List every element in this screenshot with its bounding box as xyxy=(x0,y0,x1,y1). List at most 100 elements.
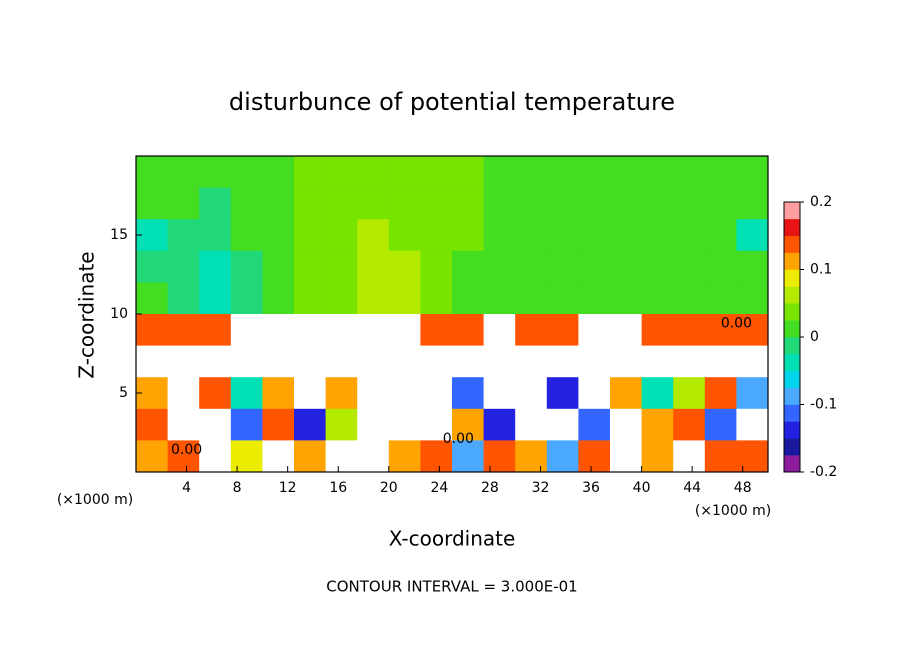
field-cell xyxy=(452,156,485,189)
field-cell xyxy=(262,250,295,283)
field-cell xyxy=(230,282,263,315)
field-cell xyxy=(420,408,453,441)
field-cell xyxy=(388,314,421,347)
field-cell xyxy=(610,250,643,283)
field-cell xyxy=(515,345,548,378)
field-cell xyxy=(420,440,453,473)
field-cell xyxy=(578,187,611,220)
field-cell xyxy=(357,440,390,473)
field-cell xyxy=(357,377,390,410)
field-cell xyxy=(736,345,769,378)
field-cell xyxy=(262,314,295,347)
footer-note: CONTOUR INTERVAL = 3.000E-01 xyxy=(326,578,577,596)
x-tick-label: 44 xyxy=(683,480,701,496)
colorbar-tick-label: 0.1 xyxy=(810,262,832,278)
field-cell xyxy=(262,219,295,252)
field-cell xyxy=(515,314,548,347)
field-cell xyxy=(610,408,643,441)
field-cell xyxy=(452,377,485,410)
field-cell xyxy=(641,345,674,378)
field-cell xyxy=(136,440,169,473)
field-cell xyxy=(167,314,200,347)
field-cell xyxy=(262,377,295,410)
field-cell xyxy=(578,345,611,378)
field-cell xyxy=(294,219,327,252)
field-cell xyxy=(388,440,421,473)
field-cell xyxy=(388,345,421,378)
field-cell xyxy=(325,156,358,189)
field-cell xyxy=(325,314,358,347)
field-cell xyxy=(704,408,737,441)
field-cell xyxy=(136,250,169,283)
x-tick-label: 20 xyxy=(380,480,398,496)
field-cell xyxy=(167,377,200,410)
field-cell xyxy=(452,345,485,378)
colorbar-segment xyxy=(784,218,800,237)
field-cell xyxy=(641,156,674,189)
field-cell xyxy=(452,440,485,473)
field-cell xyxy=(610,187,643,220)
field-cell xyxy=(641,408,674,441)
field-cell xyxy=(452,314,485,347)
field-cell xyxy=(641,314,674,347)
field-cell xyxy=(199,219,232,252)
field-cell xyxy=(136,345,169,378)
field-cell xyxy=(325,282,358,315)
field-cell xyxy=(641,377,674,410)
x-unit-label: (×1000 m) xyxy=(57,492,133,508)
field-cell xyxy=(546,282,579,315)
field-cell xyxy=(357,282,390,315)
field-cell xyxy=(136,314,169,347)
field-cell xyxy=(578,282,611,315)
field-cell xyxy=(673,282,706,315)
field-cell xyxy=(452,219,485,252)
field-cell xyxy=(325,250,358,283)
field-cell xyxy=(610,282,643,315)
field-cell xyxy=(388,187,421,220)
field-cell xyxy=(230,250,263,283)
field-cell xyxy=(357,156,390,189)
x-tick-label: 4 xyxy=(182,480,191,496)
field-cell xyxy=(388,219,421,252)
field-cell xyxy=(673,440,706,473)
colorbar-segment xyxy=(784,202,800,220)
field-cell xyxy=(452,187,485,220)
field-cell xyxy=(578,314,611,347)
field-cell xyxy=(483,219,516,252)
colorbar-segment xyxy=(784,421,800,439)
field-cell xyxy=(388,282,421,315)
field-cell xyxy=(578,250,611,283)
field-cell xyxy=(673,187,706,220)
field-cell xyxy=(546,250,579,283)
field-cell xyxy=(357,314,390,347)
field-cell xyxy=(199,377,232,410)
field-cell xyxy=(167,219,200,252)
field-cell xyxy=(136,156,169,189)
field-cell xyxy=(610,219,643,252)
field-cell xyxy=(357,250,390,283)
colorbar-segment xyxy=(784,235,800,253)
y-tick-label: 15 xyxy=(110,227,128,243)
field-cell xyxy=(294,282,327,315)
x-tick-label: 12 xyxy=(279,480,297,496)
y-tick-label: 10 xyxy=(110,306,128,322)
field-cell xyxy=(357,219,390,252)
colorbar-segment xyxy=(784,320,800,338)
field-cell xyxy=(167,250,200,283)
field-cell xyxy=(483,377,516,410)
field-cell xyxy=(736,282,769,315)
field-cell xyxy=(167,156,200,189)
x-tick-label: 16 xyxy=(329,480,347,496)
field-cell xyxy=(704,250,737,283)
field-cell xyxy=(610,156,643,189)
field-cell xyxy=(736,156,769,189)
field-cell xyxy=(704,440,737,473)
field-cell xyxy=(483,187,516,220)
field-cell xyxy=(388,408,421,441)
field-cell xyxy=(641,440,674,473)
field-cell xyxy=(736,408,769,441)
field-cell xyxy=(736,219,769,252)
field-cell xyxy=(736,250,769,283)
x-tick-label: 24 xyxy=(430,480,448,496)
field-cell xyxy=(704,156,737,189)
